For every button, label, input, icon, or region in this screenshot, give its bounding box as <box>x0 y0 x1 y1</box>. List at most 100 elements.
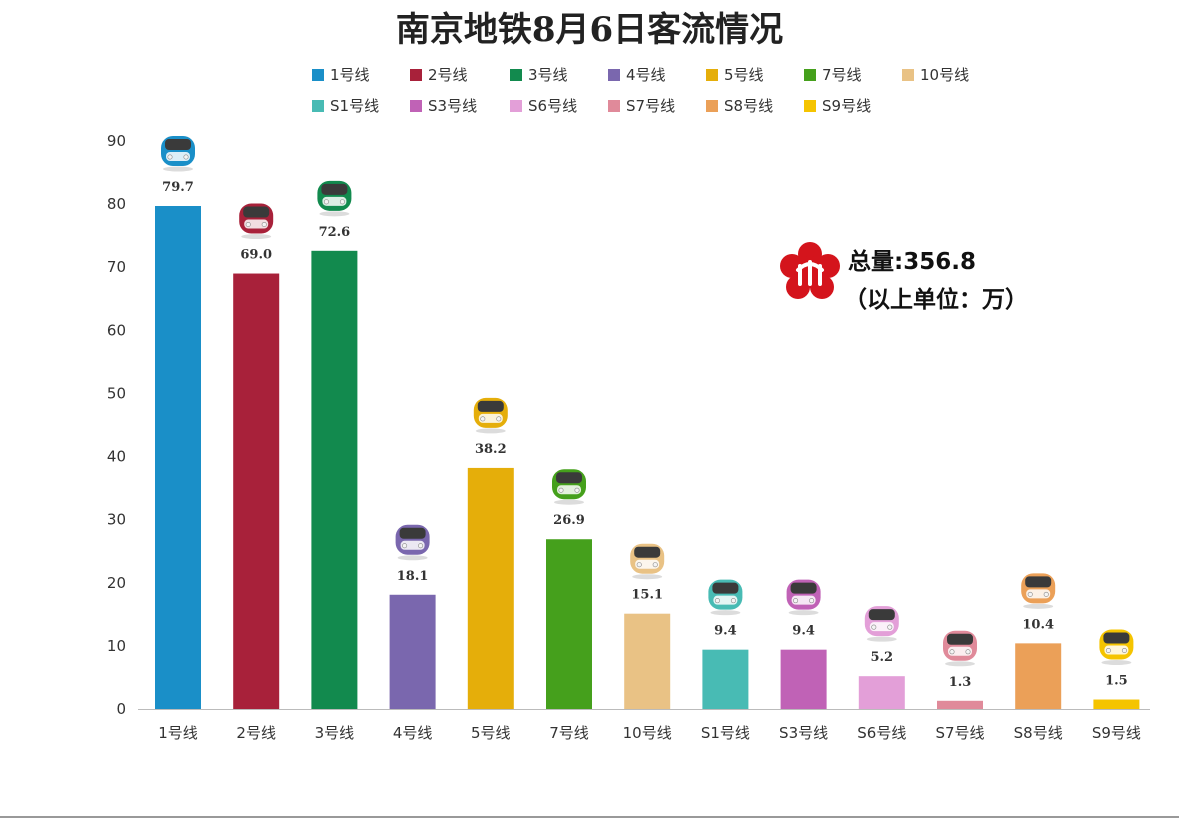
legend-swatch <box>410 99 422 112</box>
train-head-icon <box>943 630 977 667</box>
train-light <box>418 543 424 549</box>
train-shadow <box>1101 660 1132 666</box>
train-light <box>261 222 267 228</box>
legend-label: 1号线 <box>330 66 370 84</box>
train-head-icon <box>1021 573 1056 609</box>
legend-swatch <box>312 99 324 112</box>
data-label: 1.5 <box>1105 674 1128 689</box>
bar <box>780 649 827 709</box>
data-label: 9.4 <box>714 624 737 639</box>
bottom-divider <box>0 816 1179 818</box>
train-window <box>947 633 973 645</box>
train-front <box>1104 645 1129 655</box>
train-shadow <box>710 610 741 616</box>
train-head-icon <box>1099 629 1134 666</box>
legend-label: S7号线 <box>626 97 676 115</box>
train-light <box>636 562 642 568</box>
legend-label: 7号线 <box>822 66 862 84</box>
legend-item: 5号线 <box>706 64 764 85</box>
legend-swatch <box>510 99 522 112</box>
train-window <box>634 546 661 558</box>
legend-item: S9号线 <box>804 95 871 116</box>
train-front <box>322 196 347 206</box>
legend-item: S1号线 <box>312 95 379 116</box>
legend-label: S8号线 <box>724 97 774 115</box>
data-label: 5.2 <box>870 650 893 665</box>
train-head-icon <box>708 579 743 616</box>
data-label: 1.3 <box>949 675 972 690</box>
train-light <box>965 649 971 655</box>
train-light <box>402 543 408 549</box>
data-label: 18.1 <box>397 569 429 584</box>
train-window <box>477 400 504 412</box>
train-front <box>713 595 738 605</box>
train-window <box>165 139 191 151</box>
train-head-icon <box>239 203 274 240</box>
y-tick-label: 30 <box>107 511 126 529</box>
legend-item: 7号线 <box>804 64 862 85</box>
train-light <box>1121 648 1127 654</box>
y-tick-label: 20 <box>107 574 126 592</box>
legend-swatch <box>510 68 522 81</box>
bar <box>1015 643 1062 709</box>
train-light <box>323 199 329 205</box>
train-front <box>869 622 894 632</box>
legend-item: S8号线 <box>706 95 773 116</box>
train-window <box>712 582 739 594</box>
train-head-icon <box>552 469 586 505</box>
train-shadow <box>866 636 897 642</box>
bar <box>937 700 983 709</box>
data-label: 69.0 <box>240 248 272 263</box>
legend-item: S3号线 <box>410 95 477 116</box>
train-head-icon <box>630 543 665 580</box>
bar <box>1093 699 1140 709</box>
train-window <box>790 582 817 594</box>
legend-swatch <box>706 68 718 81</box>
unit-note: （以上单位：万） <box>844 287 1028 313</box>
train-light <box>809 598 815 604</box>
train-light <box>183 154 189 160</box>
legend-item: 10号线 <box>902 64 969 85</box>
train-light <box>339 199 345 205</box>
train-light <box>245 222 251 228</box>
data-label: 15.1 <box>631 588 663 603</box>
train-window <box>321 183 348 195</box>
train-light <box>558 487 564 493</box>
legend-item: S6号线 <box>510 95 577 116</box>
legend-item: 4号线 <box>608 64 666 85</box>
bar <box>155 206 201 709</box>
data-label: 38.2 <box>475 442 507 457</box>
train-head-icon <box>473 397 508 434</box>
x-tick-label: S3号线 <box>779 724 828 742</box>
nanjing-metro-logo-icon <box>780 242 840 299</box>
train-head-icon <box>786 579 821 616</box>
y-tick-label: 80 <box>107 195 126 213</box>
y-tick-label: 40 <box>107 448 126 466</box>
y-tick-label: 60 <box>107 321 126 339</box>
bar <box>467 467 514 709</box>
train-window <box>399 527 426 539</box>
train-head-icon <box>317 180 352 217</box>
train-shadow <box>475 428 506 434</box>
train-front <box>948 646 972 656</box>
train-front <box>1026 589 1051 599</box>
train-front <box>244 219 269 229</box>
legend-label: 5号线 <box>724 66 764 84</box>
bar-chart: 0 10 20 30 40 50 60 70 80 90 79.7 1号线 69.0 2号线 72.6 3号线… <box>107 132 1150 742</box>
legend-label: S1号线 <box>330 97 380 115</box>
legend-label: S9号线 <box>822 97 872 115</box>
legend-label: 3号线 <box>528 66 568 84</box>
data-label: 79.7 <box>162 180 194 195</box>
train-front <box>166 152 190 162</box>
legend-swatch <box>608 99 620 112</box>
train-front <box>635 559 660 569</box>
train-shadow <box>319 211 350 217</box>
train-light <box>1027 591 1033 597</box>
train-light <box>1043 591 1049 597</box>
train-shadow <box>163 166 193 172</box>
bar <box>311 250 358 709</box>
total-value: 总量:356.8 <box>848 249 976 275</box>
x-tick-label: S1号线 <box>701 724 750 742</box>
x-tick-label: S8号线 <box>1014 724 1063 742</box>
legend-label: 10号线 <box>920 66 970 84</box>
